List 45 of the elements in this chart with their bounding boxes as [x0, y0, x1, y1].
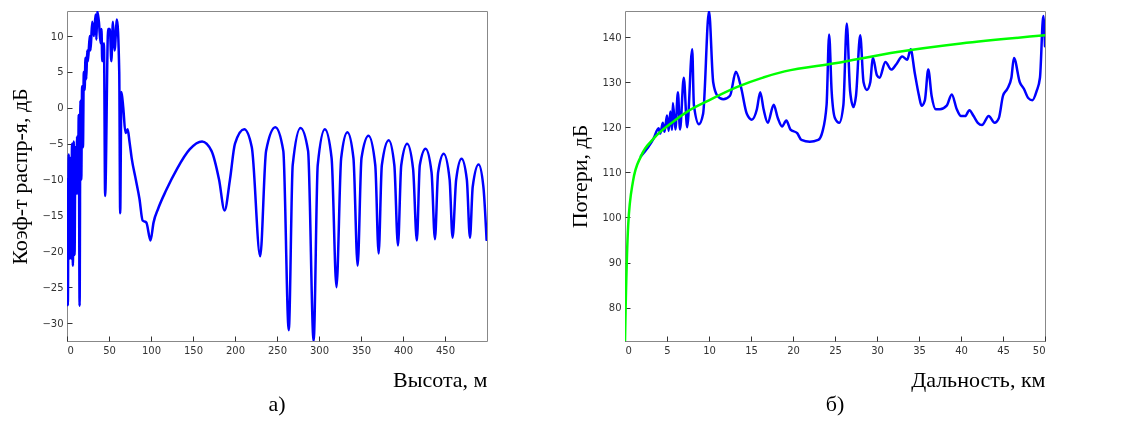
y-tick-label: −5: [48, 138, 64, 150]
y-tick-label: 80: [608, 302, 622, 314]
x-tick-label: 30: [871, 344, 884, 356]
y-tick-label: 120: [602, 121, 622, 133]
x-tick-label: 5: [664, 344, 671, 356]
x-tick-label: 200: [225, 344, 246, 356]
y-tick-label: 110: [602, 166, 622, 178]
x-tick-label: 150: [183, 344, 204, 356]
y-tick-label: −30: [42, 317, 64, 329]
y-tick-label: −25: [42, 281, 64, 293]
x-tick-label: 400: [393, 344, 414, 356]
x-tick-label: 350: [351, 344, 372, 356]
x-tick-label: 15: [745, 344, 758, 356]
y-axis-title: Потери, дБ: [567, 124, 593, 229]
x-tick-label: 10: [703, 344, 716, 356]
text: а): [268, 391, 286, 416]
y-tick-label: 140: [602, 31, 622, 43]
x-tick-label: 50: [1032, 344, 1046, 356]
x-tick-label: 25: [829, 344, 842, 356]
y-tick-label: 90: [608, 257, 622, 269]
x-tick-label: 100: [141, 344, 162, 356]
x-tick-label: 450: [435, 344, 456, 356]
x-axis-title: Высота, м: [393, 366, 488, 392]
y-tick-label: −20: [42, 245, 64, 257]
y-tick-label: 0: [57, 102, 64, 114]
y-tick-label: −15: [42, 209, 64, 221]
y-tick-label: 10: [50, 30, 64, 42]
text: б): [825, 391, 845, 416]
x-tick-label: 35: [913, 344, 926, 356]
line-series: [625, 34, 1045, 341]
line-series: [67, 11, 487, 341]
x-tick-label: 45: [997, 344, 1010, 356]
y-tick-label: 100: [602, 211, 622, 223]
x-tick-label: 0: [67, 344, 74, 356]
x-tick-label: 300: [309, 344, 330, 356]
x-tick-label: 250: [267, 344, 288, 356]
y-tick-label: −10: [42, 174, 64, 186]
x-tick-label: 50: [103, 344, 116, 356]
y-tick-label: 130: [602, 76, 622, 88]
x-tick-label: 20: [787, 344, 800, 356]
x-tick-label: 0: [625, 344, 632, 356]
y-tick-label: 5: [57, 66, 64, 78]
y-axis-title: Коэф-т распр-я, дБ: [7, 88, 33, 265]
x-axis-title: Дальность, км: [911, 366, 1046, 392]
x-tick-label: 40: [955, 344, 968, 356]
